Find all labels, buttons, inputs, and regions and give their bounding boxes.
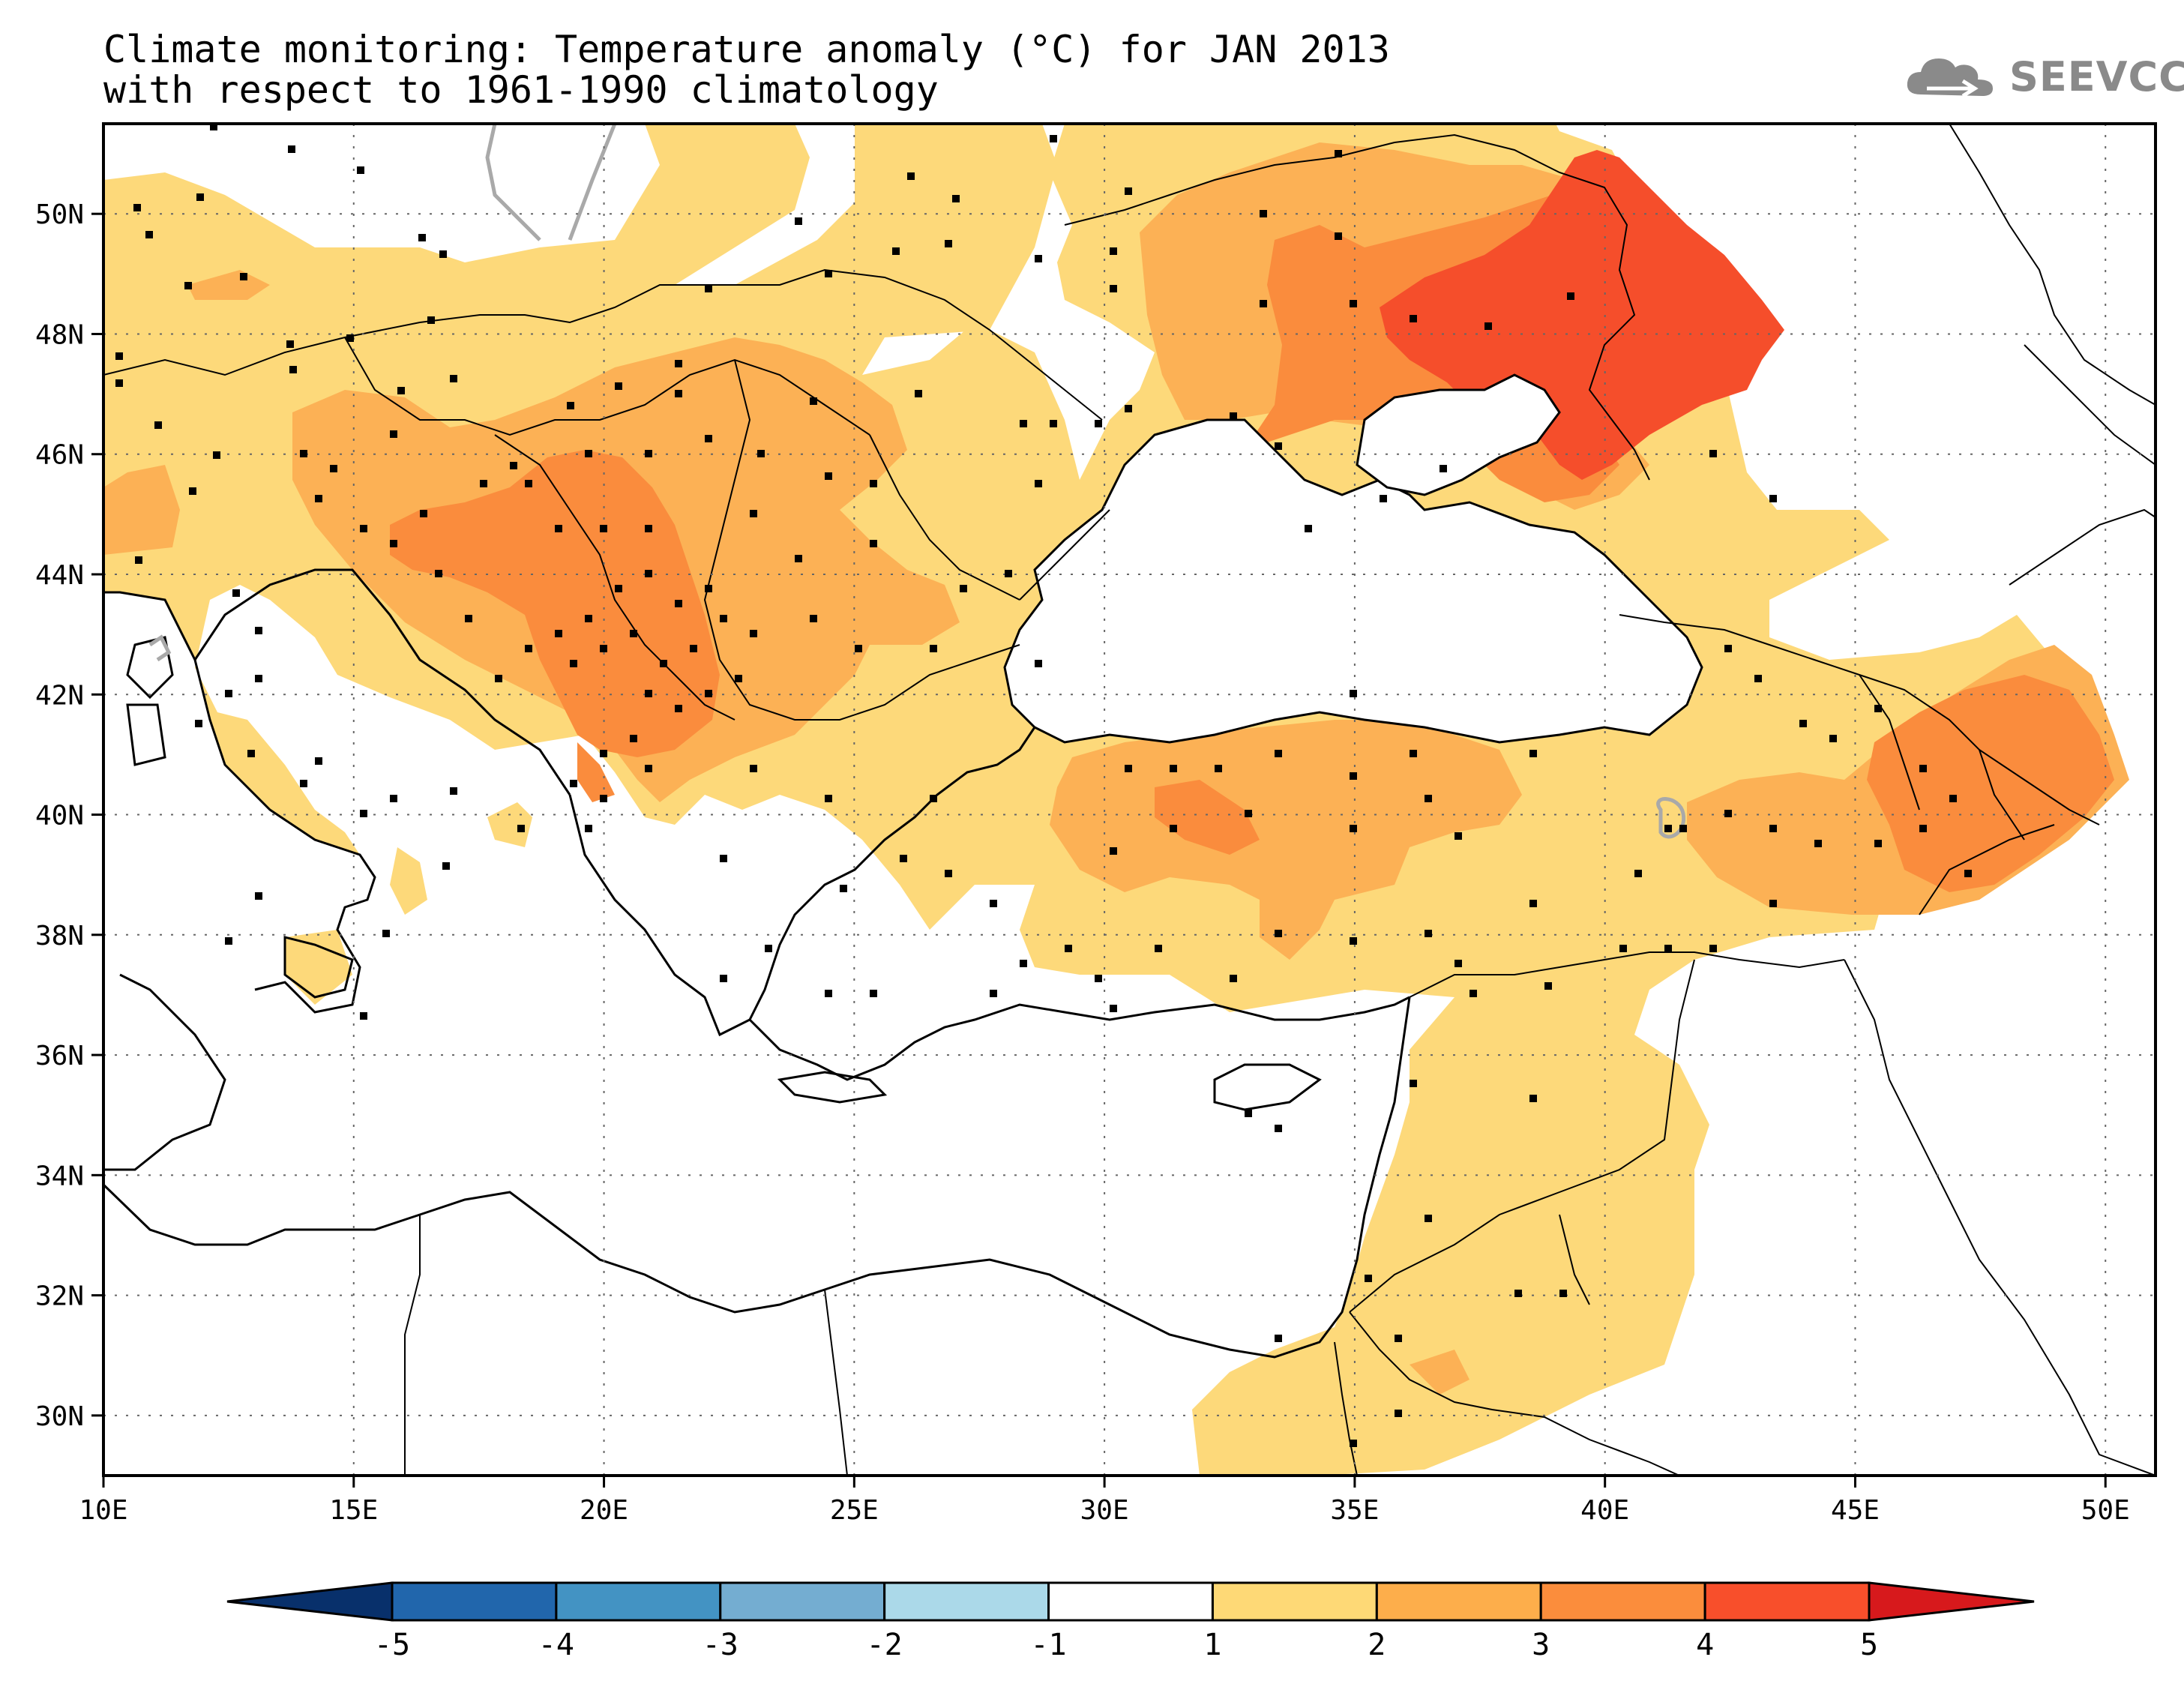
y-tick-label: 48N (35, 319, 84, 350)
y-tick-label: 40N (35, 801, 84, 832)
colorbar-segment (1539, 1581, 1706, 1622)
colorbar-segment (1211, 1581, 1378, 1622)
black-sea (1003, 418, 1703, 744)
map-frame (102, 122, 2157, 1477)
colorbar-label: 4 (1696, 1628, 1714, 1662)
y-tick-label: 32N (35, 1281, 84, 1312)
colorbar-segment (1375, 1581, 1542, 1622)
x-tick-label: 40E (1580, 1495, 1629, 1526)
logo-text: SEEVCCC (2009, 53, 2184, 100)
gridlines (103, 124, 2156, 1476)
x-tick-label: 50E (2081, 1495, 2130, 1526)
colorbar-label: 3 (1532, 1628, 1550, 1662)
colorbar-label: 5 (1860, 1628, 1878, 1662)
colorbar-label: -4 (538, 1628, 574, 1662)
y-tick-label: 36N (35, 1041, 84, 1071)
x-tick-label: 25E (830, 1495, 879, 1526)
map-area (103, 124, 2156, 1476)
y-tick-label: 38N (35, 921, 84, 951)
sea-of-azov (1356, 373, 1561, 496)
colorbar: -5 -4 -3 -2 -1 1 2 3 4 5 (226, 1581, 2035, 1662)
country-borders (103, 124, 2156, 1476)
colorbar-segment (391, 1581, 558, 1622)
colorbar-label: -2 (867, 1628, 903, 1662)
x-tick-label: 10E (79, 1495, 127, 1526)
colorbar-segment (883, 1581, 1050, 1622)
chart-title-line1: Climate monitoring: Temperature anomaly … (103, 28, 1390, 71)
colorbar-segment (1047, 1581, 1214, 1622)
colorbar-segment (555, 1581, 722, 1622)
colorbar-label: -3 (703, 1628, 738, 1662)
x-tick-label: 35E (1330, 1495, 1379, 1526)
colorbar-label: -5 (374, 1628, 410, 1662)
station-markers (115, 124, 1972, 1447)
colorbar-extend-low (226, 1581, 394, 1622)
y-tick-label: 50N (35, 199, 84, 230)
colorbar-label: 1 (1203, 1628, 1221, 1662)
seevccc-logo: SEEVCCC (1904, 49, 2184, 105)
colorbar-label: -1 (1030, 1628, 1066, 1662)
x-tick-label: 15E (329, 1495, 378, 1526)
x-tick-label: 20E (580, 1495, 628, 1526)
colorbar-extend-high (1868, 1581, 2035, 1622)
y-tick-label: 34N (35, 1161, 84, 1191)
colorbar-segment (719, 1581, 886, 1622)
y-tick-label: 46N (35, 440, 84, 471)
colorbar-segment (1703, 1581, 1871, 1622)
colorbar-label: 2 (1368, 1628, 1386, 1662)
y-axis: 30N 32N 34N 36N 38N 40N 42N 44N 46N 48N 50N (35, 199, 103, 1432)
y-tick-label: 44N (35, 560, 84, 591)
x-tick-label: 45E (1831, 1495, 1880, 1526)
chart-title-line2: with respect to 1961-1990 climatology (103, 68, 939, 112)
y-tick-label: 42N (35, 680, 84, 711)
zero-contours (148, 124, 1686, 839)
y-tick-label: 30N (35, 1401, 84, 1432)
x-tick-label: 30E (1080, 1495, 1129, 1526)
x-axis: 10E 15E 20E 25E 30E 35E 40E 45E 50E (79, 1476, 2130, 1526)
cloud-icon (1907, 58, 1993, 98)
coastlines (103, 568, 1411, 1359)
